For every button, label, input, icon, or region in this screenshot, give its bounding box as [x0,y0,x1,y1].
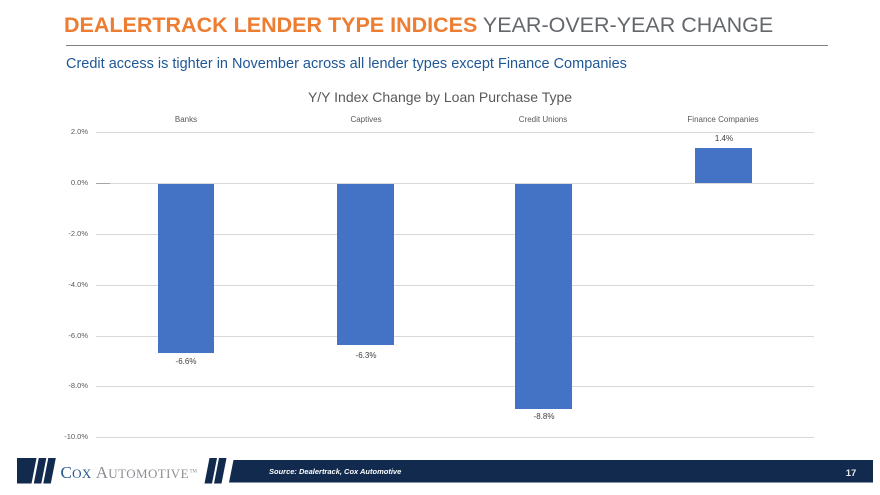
svg-text:17: 17 [846,468,857,479]
svg-text:Source: Dealertrack, Cox Autom: Source: Dealertrack, Cox Automotive [269,467,401,476]
